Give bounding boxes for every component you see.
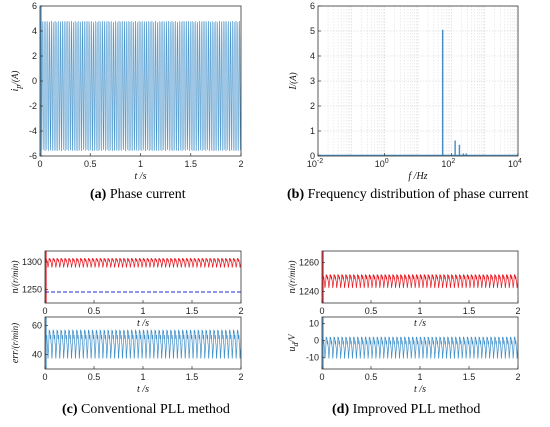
y-tick-label: 2 — [310, 101, 315, 111]
y-tick-label: 60 — [32, 321, 42, 331]
y-tick-label: -4 — [29, 126, 37, 136]
y-axis-label: err/(r/min) — [10, 323, 21, 363]
y-axis-label: n/(r/min) — [287, 260, 298, 293]
x-tick-label: 0.5 — [365, 372, 378, 382]
y-tick-label: 5 — [310, 26, 315, 36]
y-tick-label: 10 — [309, 319, 319, 329]
x-tick-label: 0.5 — [88, 372, 101, 382]
y-axis-label: I/(A) — [288, 72, 299, 90]
x-tick-label: 100 — [375, 158, 389, 169]
x-axis-label: f /Hz — [408, 171, 427, 182]
y-tick-label: 0 — [32, 76, 37, 86]
y-tick-label: 1300 — [22, 257, 42, 267]
caption-d: (d) Improved PLL method — [332, 402, 481, 417]
series-line-0 — [45, 257, 241, 268]
chart-a: 0 0.5 1 1.5 2 -6 -4 -2 0 2 4 6 t /s ip/(A) — [10, 1, 244, 182]
caption-c: (c) Conventional PLL method — [62, 402, 230, 417]
x-tick-label: 0.5 — [88, 306, 101, 316]
x-axis-label: t /s — [135, 171, 147, 182]
x-tick-label: 0 — [42, 306, 47, 316]
y-tick-label: 4 — [32, 26, 37, 36]
x-tick-label: 1 — [417, 372, 422, 382]
y-tick-label: 1240 — [299, 286, 319, 296]
x-tick-label: 1.5 — [184, 159, 197, 169]
x-axis-label: t /s — [414, 318, 426, 329]
x-tick-label: 1.5 — [463, 372, 476, 382]
chart-d1: 0 0.5 1 1.5 2 1240 1260 t /s n/(r/min) — [287, 250, 521, 329]
y-tick-label: 6 — [310, 1, 315, 11]
y-tick-label: 1260 — [299, 258, 319, 268]
y-axis-label: ip/(A) — [10, 71, 23, 92]
y-axis-label: n/(r/min) — [10, 260, 21, 293]
chart-b: 10-2 100 102 104 0 1 2 3 4 5 6 f /Hz I/(A) — [288, 1, 522, 182]
x-tick-label: 1 — [417, 306, 422, 316]
y-tick-label: 0 — [310, 151, 315, 161]
x-tick-label: 1.5 — [186, 372, 199, 382]
x-tick-label: 1 — [140, 306, 145, 316]
x-axis-label: t /s — [414, 384, 426, 395]
y-tick-label: 1250 — [22, 284, 42, 294]
x-axis-label: t /s — [137, 318, 149, 329]
x-tick-label: 0.5 — [84, 159, 97, 169]
y-tick-label: 0 — [314, 335, 319, 345]
chart-c1: 0 0.5 1 1.5 2 1250 1300 t /s n/(r/min) — [10, 250, 244, 329]
y-tick-label: -6 — [29, 151, 37, 161]
x-tick-label: 2 — [515, 306, 520, 316]
x-axis-label: t /s — [137, 384, 149, 395]
chart-c2: 0 0.5 1 1.5 2 40 60 t /s err/(r/min) — [10, 316, 244, 395]
x-tick-label: 10-2 — [307, 158, 323, 169]
y-axis-label: ud/V — [287, 333, 300, 352]
x-tick-label: 1 — [140, 372, 145, 382]
y-tick-label: 1 — [310, 126, 315, 136]
x-tick-label: 1.5 — [463, 306, 476, 316]
y-tick-label: -10 — [306, 352, 319, 362]
series-line-0 — [45, 329, 241, 359]
x-tick-label: 104 — [508, 158, 522, 169]
x-tick-label: 1 — [138, 159, 143, 169]
y-tick-label: -2 — [29, 101, 37, 111]
x-tick-label: 0 — [37, 159, 42, 169]
x-tick-label: 0 — [42, 372, 47, 382]
x-tick-label: 2 — [238, 306, 243, 316]
y-tick-label: 2 — [32, 51, 37, 61]
x-tick-label: 0.5 — [365, 306, 378, 316]
caption-b: (b) Frequency distribution of phase curr… — [287, 187, 529, 202]
x-tick-label: 2 — [238, 372, 243, 382]
series-line-0 — [40, 20, 241, 152]
x-tick-label: 0 — [319, 372, 324, 382]
y-tick-label: 40 — [32, 350, 42, 360]
series-line-0 — [322, 336, 518, 360]
x-tick-label: 102 — [441, 158, 455, 169]
y-tick-label: 3 — [310, 76, 315, 86]
caption-a: (a) Phase current — [90, 187, 186, 202]
x-tick-label: 0 — [319, 306, 324, 316]
x-tick-label: 1.5 — [186, 306, 199, 316]
x-tick-label: 2 — [238, 159, 243, 169]
x-tick-label: 2 — [515, 372, 520, 382]
series-line-0 — [322, 274, 518, 289]
y-tick-label: 6 — [32, 1, 37, 11]
y-tick-label: 4 — [310, 51, 315, 61]
